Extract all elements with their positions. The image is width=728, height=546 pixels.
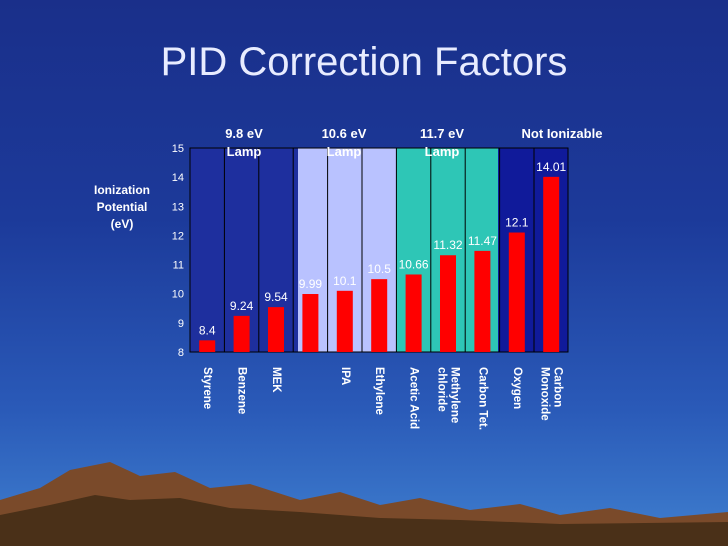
bar — [268, 307, 284, 352]
category-label: Monoxide — [539, 367, 551, 421]
y-axis-label: Ionization — [94, 183, 150, 197]
category-label: Oxygen — [511, 367, 523, 409]
group-header-label: Not Ionizable — [522, 126, 603, 141]
bar — [474, 250, 491, 352]
bar — [199, 340, 216, 352]
y-axis-label: Potential — [97, 200, 148, 214]
bar — [371, 279, 388, 352]
group-header-label: 11.7 eV — [420, 126, 464, 141]
category-label: Methylene — [448, 367, 460, 423]
category-label: chloride — [435, 367, 447, 412]
data-label: 12.1 — [505, 216, 529, 230]
y-tick-label: 13 — [172, 201, 184, 213]
category-label: Carbon Tet. — [476, 367, 488, 430]
category-label: Acetic Acid — [408, 367, 420, 429]
group-header-label: 10.6 eV — [322, 126, 367, 141]
y-tick-label: 11 — [173, 260, 184, 272]
bar — [543, 176, 560, 352]
data-label: 11.32 — [433, 238, 462, 252]
y-tick-label: 8 — [178, 347, 184, 359]
category-label: Ethylene — [373, 367, 385, 415]
data-label: 9.24 — [230, 299, 254, 313]
group-header-label: Lamp — [327, 144, 362, 159]
y-axis-label: (eV) — [111, 217, 134, 231]
group-header-label: Lamp — [227, 144, 262, 159]
data-label: 11.47 — [468, 234, 497, 248]
category-label: MEK — [270, 367, 282, 393]
bar — [302, 294, 319, 352]
category-label: IPA — [339, 367, 351, 385]
bar — [336, 290, 353, 352]
y-tick-label: 9 — [178, 318, 184, 330]
mountain-landscape-decoration — [0, 462, 728, 546]
category-label: Carbon — [552, 367, 564, 407]
data-label: 9.54 — [264, 290, 288, 304]
category-label: Styrene — [201, 367, 213, 409]
slide-title: PID Correction Factors — [160, 40, 568, 84]
bar — [405, 274, 422, 352]
y-tick-label: 15 — [172, 143, 184, 155]
category-label: Benzene — [236, 367, 248, 414]
group-header-label: Lamp — [425, 144, 460, 159]
bar — [233, 315, 250, 352]
data-label: 9.99 — [299, 277, 323, 291]
data-label: 14.01 — [536, 160, 566, 174]
group-header-label: 9.8 eV — [225, 126, 263, 141]
data-label: 10.5 — [368, 262, 392, 276]
data-label: 10.66 — [399, 257, 429, 271]
bar — [440, 255, 456, 352]
bar — [508, 232, 525, 352]
data-label: 8.4 — [199, 323, 216, 337]
y-tick-label: 10 — [172, 289, 184, 301]
data-label: 10.1 — [333, 274, 357, 288]
y-tick-label: 12 — [172, 230, 184, 242]
y-tick-label: 14 — [172, 172, 184, 184]
